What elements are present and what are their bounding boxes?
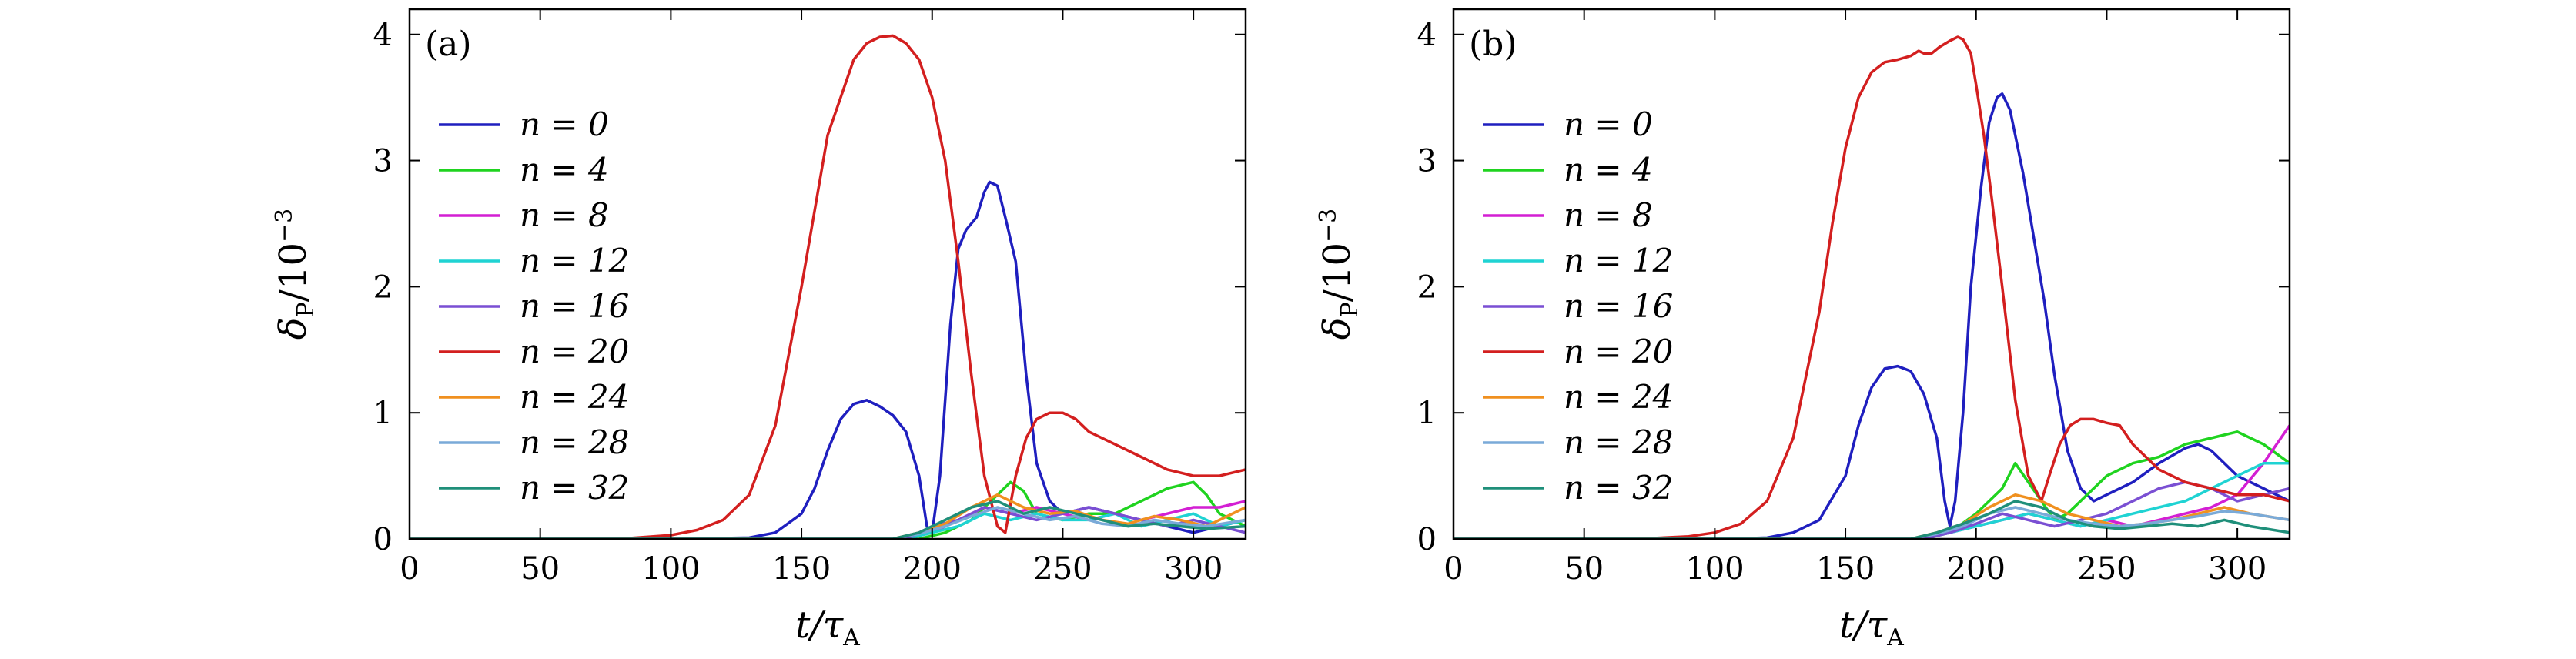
panel-label: (b) [1469,25,1517,64]
legend-label: n = 16 [1564,287,1673,325]
legend-label: n = 24 [1564,378,1673,416]
legend-label: n = 28 [1564,423,1673,461]
y-tick-label: 2 [1417,269,1437,305]
legend-label: n = 12 [1564,242,1673,279]
legend-label: n = 20 [1564,333,1673,370]
series-line-n32 [410,500,1246,539]
y-tick-label: 1 [1417,396,1437,431]
y-axis-title: δP/10−3 [271,209,319,340]
series-line-n20 [1454,35,2290,539]
series-line-n28 [410,506,1246,539]
plot-area [410,34,1246,539]
x-tick-label: 250 [2077,551,2136,587]
y-axis-title-sup: −3 [271,209,298,243]
y-axis-title-main: δ [272,317,315,340]
legend-label: n = 12 [520,242,629,279]
legend-label: n = 4 [1564,151,1653,189]
x-tick-label: 0 [1444,551,1463,587]
x-axis-title: t/τA [795,604,860,651]
x-axis-title-main: t/τ [1839,604,1888,647]
series-line-n0 [1454,92,2290,539]
x-tick-label: 300 [1164,551,1223,587]
legend: n = 0 n = 4 n = 8 n = 12 n = 16 n = 20 n = 24 n… [439,105,629,507]
legend-label: n = 8 [520,196,609,234]
y-axis-title: δP/10−3 [1315,209,1363,340]
x-tick-label: 150 [772,551,831,587]
y-tick-label: 0 [1417,522,1437,557]
y-axis-title-rest: /10 [1316,243,1359,302]
x-axis-title-main: t/τ [795,604,844,647]
plot-frame [1452,8,2291,540]
x-tick-label: 50 [1564,551,1604,587]
y-axis-title-sub: P [293,302,319,317]
series-line-n32 [1454,500,2290,539]
y-tick-label: 4 [1417,18,1437,53]
series-line-n16 [1454,480,2290,539]
x-tick-label: 100 [641,551,700,587]
x-axis-title: t/τA [1839,604,1904,651]
x-tick-label: 250 [1033,551,1092,587]
legend-label: n = 0 [1564,105,1653,143]
legend-label: n = 0 [520,105,609,143]
legend-label: n = 32 [520,469,629,507]
legend-label: n = 4 [520,151,609,189]
y-tick-label: 3 [1417,144,1437,179]
legend-label: n = 28 [520,423,629,461]
series-line-n12 [410,512,1246,539]
legend-label: n = 8 [1564,196,1653,234]
x-tick-label: 0 [400,551,419,587]
x-axis-title-sub: A [1886,624,1904,651]
x-tick-label: 200 [1947,551,2006,587]
y-tick-label: 2 [373,269,393,305]
series-line-n28 [1454,506,2290,539]
x-axis-title-sub: A [842,624,860,651]
legend: n = 0 n = 4 n = 8 n = 12 n = 16 n = 20 n = 24 n… [1483,105,1673,507]
legend-label: n = 24 [520,378,629,416]
series-line-n8 [410,500,1246,539]
panel-label: (a) [425,25,472,64]
y-tick-label: 4 [373,18,393,53]
x-tick-label: 100 [1685,551,1744,587]
y-axis-title-sup: −3 [1315,209,1342,243]
x-tick-label: 300 [2208,551,2267,587]
y-axis-title-sub: P [1337,302,1363,317]
y-tick-label: 1 [373,396,393,431]
legend-label: n = 32 [1564,469,1673,507]
y-axis-title-main: δ [1316,317,1359,340]
legend-label: n = 20 [520,333,629,370]
plot-frame [408,8,1247,540]
x-tick-label: 50 [520,551,560,587]
plot-area [1454,35,2290,539]
y-tick-label: 3 [373,144,393,179]
series-line-n20 [410,34,1246,539]
y-tick-label: 0 [373,522,393,557]
y-axis-title-rest: /10 [272,243,315,302]
legend-label: n = 16 [520,287,629,325]
x-tick-label: 200 [903,551,962,587]
x-tick-label: 150 [1816,551,1875,587]
